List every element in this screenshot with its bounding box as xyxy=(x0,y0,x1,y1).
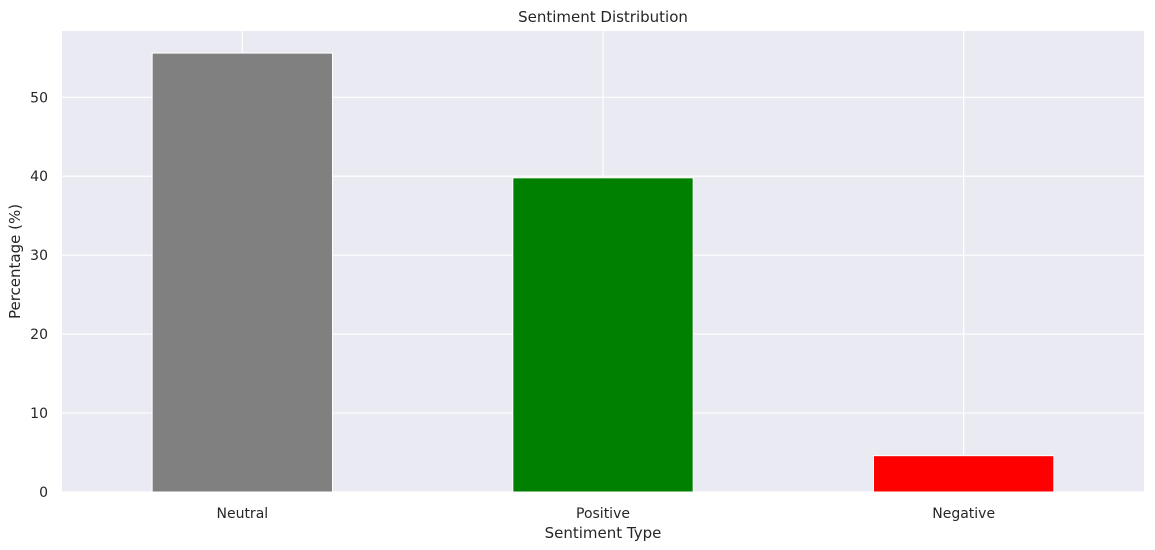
x-axis-ticks: Neutral Positive Negative xyxy=(216,506,995,522)
x-tick-label: Negative xyxy=(932,506,995,522)
y-axis-ticks: 0 10 20 30 40 50 xyxy=(30,90,48,501)
x-axis-title: Sentiment Type xyxy=(545,524,662,542)
y-axis-title: Percentage (%) xyxy=(6,204,24,319)
y-tick-label: 20 xyxy=(30,327,48,343)
y-tick-label: 10 xyxy=(30,406,48,422)
chart-title: Sentiment Distribution xyxy=(518,8,688,26)
y-tick-label: 0 xyxy=(39,485,48,501)
bar-neutral xyxy=(151,52,333,493)
bar-positive xyxy=(512,177,694,493)
y-tick-label: 40 xyxy=(30,169,48,185)
bar-negative xyxy=(873,455,1055,493)
bars xyxy=(151,52,1055,493)
y-tick-label: 30 xyxy=(30,248,48,264)
x-tick-label: Positive xyxy=(576,506,630,522)
x-tick-label: Neutral xyxy=(216,506,268,522)
y-tick-label: 50 xyxy=(30,90,48,106)
